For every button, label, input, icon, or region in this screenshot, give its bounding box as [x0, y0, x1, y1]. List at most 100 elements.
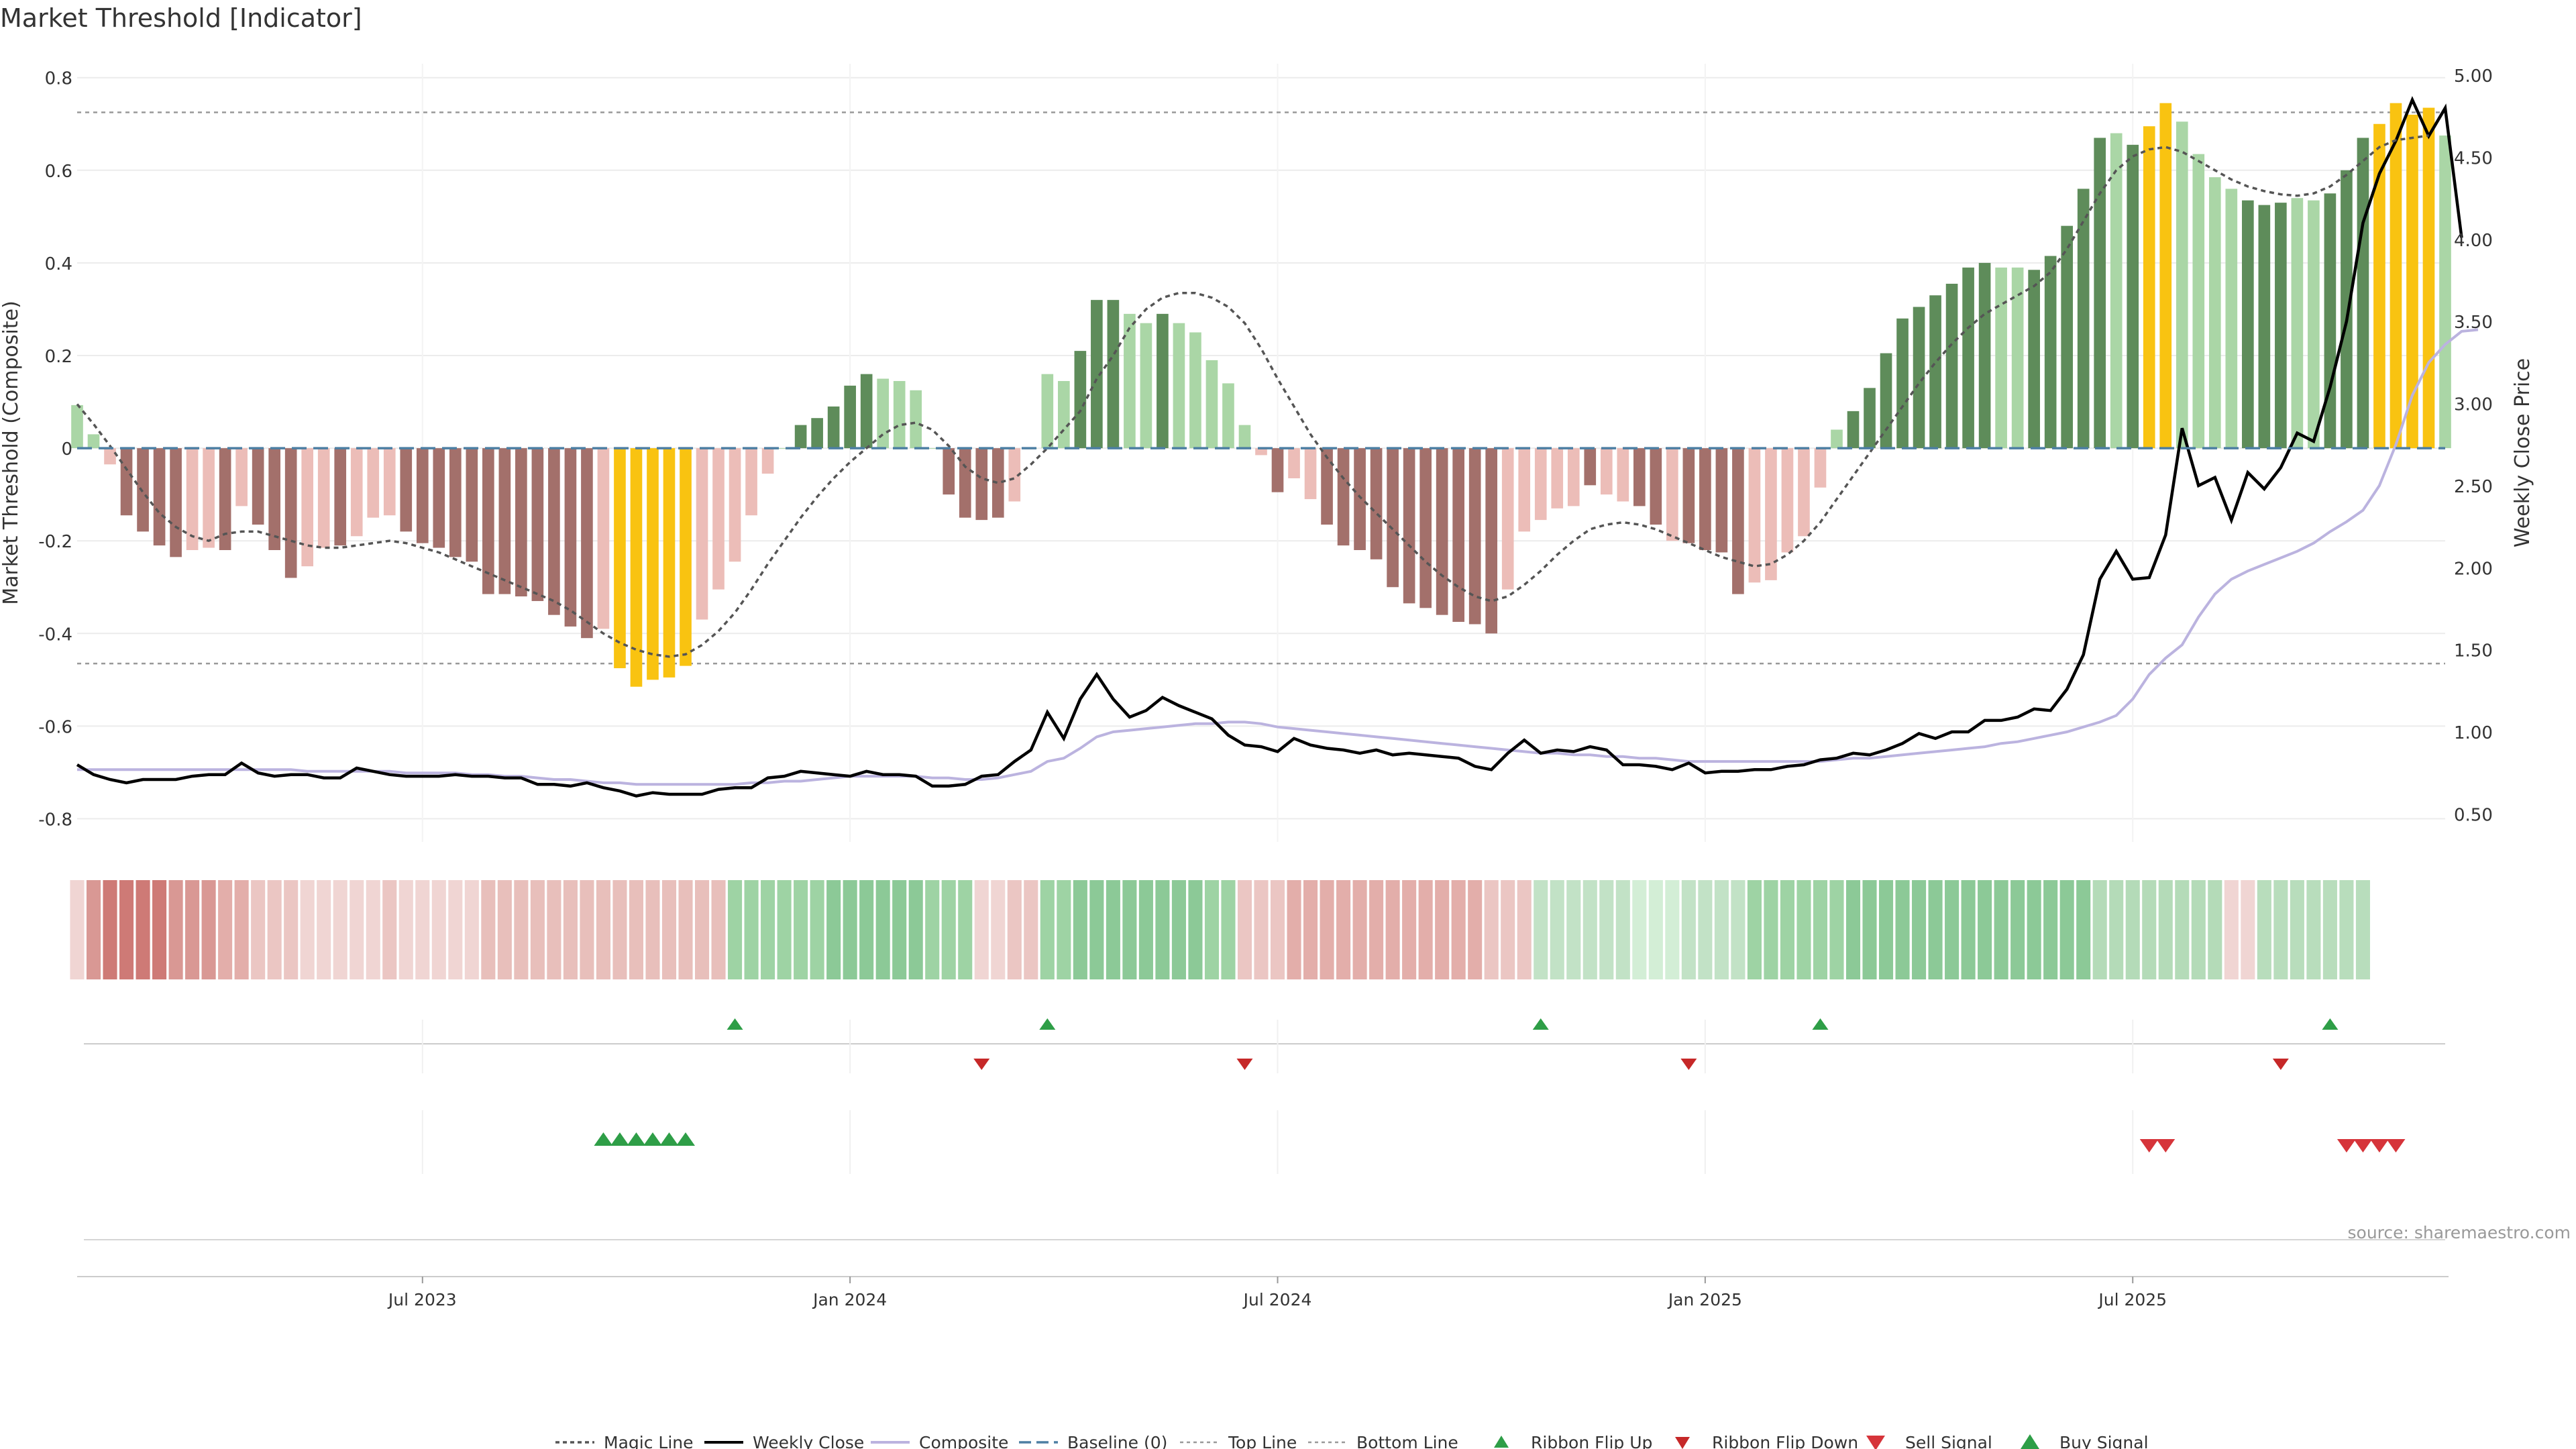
- composite-bar: [1748, 448, 1761, 583]
- composite-bar: [120, 448, 133, 516]
- ribbon-cell: [136, 880, 150, 979]
- ribbon-cell: [2273, 880, 2288, 979]
- ribbon-cell: [1435, 880, 1450, 979]
- legend-label: Buy Signal: [2059, 1433, 2149, 1449]
- composite-bar: [1387, 448, 1399, 588]
- legend-swatch: [1675, 1437, 1690, 1449]
- composite-bar: [2225, 189, 2238, 449]
- ribbon-cell: [1796, 880, 1811, 979]
- composite-bar: [219, 448, 231, 550]
- legend-item-buy: Buy Signal: [2021, 1433, 2149, 1449]
- ribbon-cell: [2027, 880, 2041, 979]
- composite-bar: [350, 448, 363, 537]
- y-axis-right: 5.00 4.50 4.00 3.50 3.00 2.50 2.00 1.50 1.00 0.50: [2454, 66, 2493, 825]
- composite-bar: [1468, 448, 1481, 625]
- ribbon-cell: [1369, 880, 1384, 979]
- composite-bar: [1765, 448, 1777, 580]
- x-tick-label: Jul 2023: [387, 1290, 457, 1309]
- ribbon-cell: [678, 880, 693, 979]
- composite-bar: [1222, 383, 1234, 449]
- ribbon-cell: [1714, 880, 1729, 979]
- composite-smooth-line: [77, 328, 2479, 786]
- ribbon-cell: [1303, 880, 1318, 979]
- y2-tick-label: 1.00: [2454, 723, 2493, 743]
- composite-bar: [1452, 448, 1464, 623]
- composite-bar: [1354, 448, 1366, 550]
- ribbon-cell: [974, 880, 989, 979]
- legend-item-bottom: Bottom Line: [1308, 1433, 1458, 1449]
- sell-signal-marker: [2386, 1139, 2406, 1152]
- legend-swatch: [2021, 1434, 2039, 1449]
- ribbon-cell: [1204, 880, 1219, 979]
- ribbon-cell: [2322, 880, 2337, 979]
- ribbon-cell: [925, 880, 940, 979]
- composite-bar: [1584, 448, 1597, 486]
- composite-bar: [2208, 177, 2221, 449]
- ribbon-cell: [234, 880, 249, 979]
- ribbon-cell: [1978, 880, 1992, 979]
- composite-bar: [1699, 448, 1711, 550]
- composite-bar: [1978, 262, 1991, 449]
- composite-bar: [2127, 144, 2139, 449]
- composite-bar: [1091, 300, 1103, 449]
- ribbon-cell: [2076, 880, 2091, 979]
- composite-bar: [2192, 154, 2205, 449]
- composite-bar: [383, 448, 396, 516]
- composite-bar: [1617, 448, 1629, 502]
- ribbon-cell: [843, 880, 857, 979]
- composite-bar: [1864, 388, 1876, 449]
- ribbon-cell: [1057, 880, 1071, 979]
- ribbon-cell: [744, 880, 759, 979]
- legend-swatch: [1866, 1436, 1885, 1449]
- ribbon-cell: [859, 880, 874, 979]
- ribbon-cell: [1040, 880, 1055, 979]
- ribbon-cell: [366, 880, 380, 979]
- composite-bar: [284, 448, 297, 578]
- ribbon-cell: [2339, 880, 2354, 979]
- composite-bar: [87, 434, 100, 449]
- legend-swatch: [1494, 1436, 1509, 1448]
- ribbon-cell: [810, 880, 824, 979]
- ribbon-cell: [1961, 880, 1976, 979]
- ribbon-cell: [1945, 880, 1960, 979]
- legend-item-top: Top Line: [1180, 1433, 1297, 1449]
- composite-bar: [1074, 351, 1087, 449]
- composite-bar: [729, 448, 741, 562]
- ribbon-cell: [152, 880, 167, 979]
- ribbon-cell: [2109, 880, 2124, 979]
- ribbon-cell: [1484, 880, 1499, 979]
- ribbon-cell: [2010, 880, 2025, 979]
- buy-signal-marker: [659, 1132, 679, 1146]
- composite-bar: [778, 448, 790, 449]
- y-tick-label: 0.6: [45, 162, 72, 182]
- ribbon-cell: [1402, 880, 1417, 979]
- composite-bar: [1567, 448, 1580, 506]
- ribbon-flip-panel: [84, 1018, 2445, 1073]
- composite-bar: [268, 448, 280, 550]
- ribbon-cell: [70, 880, 85, 979]
- ribbon-cell: [1122, 880, 1137, 979]
- composite-bar: [515, 448, 527, 597]
- legend-item-flipdown: Ribbon Flip Down: [1675, 1433, 1858, 1449]
- sell-signal-marker: [2353, 1139, 2373, 1152]
- x-tick-label: Jul 2024: [1242, 1290, 1312, 1309]
- buy-signal-marker: [643, 1132, 662, 1146]
- composite-bar: [1847, 411, 1860, 449]
- ribbon-cell: [1845, 880, 1861, 979]
- legend-item-magic: Magic Line: [555, 1433, 694, 1449]
- composite-bar: [2291, 198, 2304, 449]
- composite-bar: [498, 448, 511, 594]
- y-tick-label: -0.6: [38, 717, 72, 737]
- ribbon-cell: [2257, 880, 2271, 979]
- ribbon-flip-up-marker: [2322, 1018, 2339, 1030]
- composite-bar: [2357, 138, 2369, 449]
- ribbon-cell: [661, 880, 677, 979]
- ribbon-cell: [1024, 880, 1038, 979]
- composite-bar: [252, 448, 264, 525]
- ribbon-cell: [201, 880, 216, 979]
- ribbon-cell: [86, 880, 101, 979]
- composite-bar: [1403, 448, 1415, 604]
- composite-bar: [2242, 200, 2254, 449]
- composite-bar: [1337, 448, 1350, 546]
- ribbon-cell: [284, 880, 299, 979]
